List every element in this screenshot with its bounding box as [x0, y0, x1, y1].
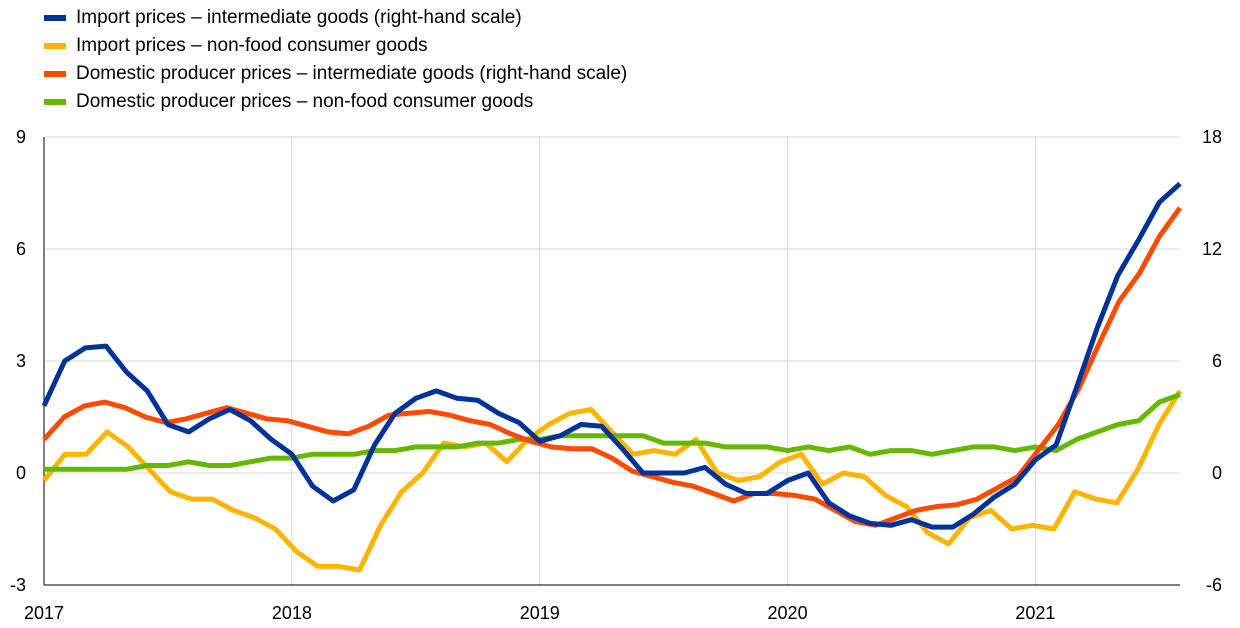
left-axis-tick-label: 6: [16, 239, 26, 259]
legend-swatch-domestic-intermediate: [44, 71, 66, 77]
left-axis-tick-label: 9: [16, 127, 26, 147]
legend-label-import-consumer: Import prices – non-food consumer goods: [76, 35, 428, 56]
legend-item-domestic-consumer: Domestic producer prices – non-food cons…: [44, 88, 627, 116]
series-line-2: [42, 206, 1183, 528]
left-axis-tick-label: 0: [16, 463, 26, 483]
right-axis-tick-label: 0: [1212, 463, 1222, 483]
x-axis-tick-label: 2019: [520, 603, 560, 623]
left-axis-tick-label: 3: [16, 351, 26, 371]
legend-item-import-consumer: Import prices – non-food consumer goods: [44, 32, 627, 60]
legend-label-domestic-intermediate: Domestic producer prices – intermediate …: [76, 63, 628, 84]
chart-legend: Import prices – intermediate goods (righ…: [44, 4, 627, 116]
x-axis-tick-label: 2021: [1015, 603, 1055, 623]
x-axis-tick-label: 2018: [272, 603, 312, 623]
x-axis-tick-label: 2020: [768, 603, 808, 623]
legend-label-domestic-consumer: Domestic producer prices – non-food cons…: [76, 91, 534, 112]
right-axis-tick-label: 12: [1202, 239, 1222, 259]
series-line-0: [41, 181, 1182, 530]
legend-swatch-domestic-consumer: [44, 99, 66, 105]
legend-item-import-intermediate: Import prices – intermediate goods (righ…: [44, 4, 627, 32]
series-line-1: [42, 389, 1183, 573]
right-axis-tick-label: -6: [1206, 575, 1222, 595]
x-axis-tick-label: 2017: [24, 603, 64, 623]
legend-label-import-intermediate: Import prices – intermediate goods (righ…: [76, 7, 522, 28]
legend-item-domestic-intermediate: Domestic producer prices – intermediate …: [44, 60, 627, 88]
right-axis-tick-label: 18: [1202, 127, 1222, 147]
left-axis-tick-label: -3: [10, 575, 26, 595]
right-axis-tick-label: 6: [1212, 351, 1222, 371]
legend-swatch-import-intermediate: [44, 15, 66, 21]
legend-swatch-import-consumer: [44, 43, 66, 49]
